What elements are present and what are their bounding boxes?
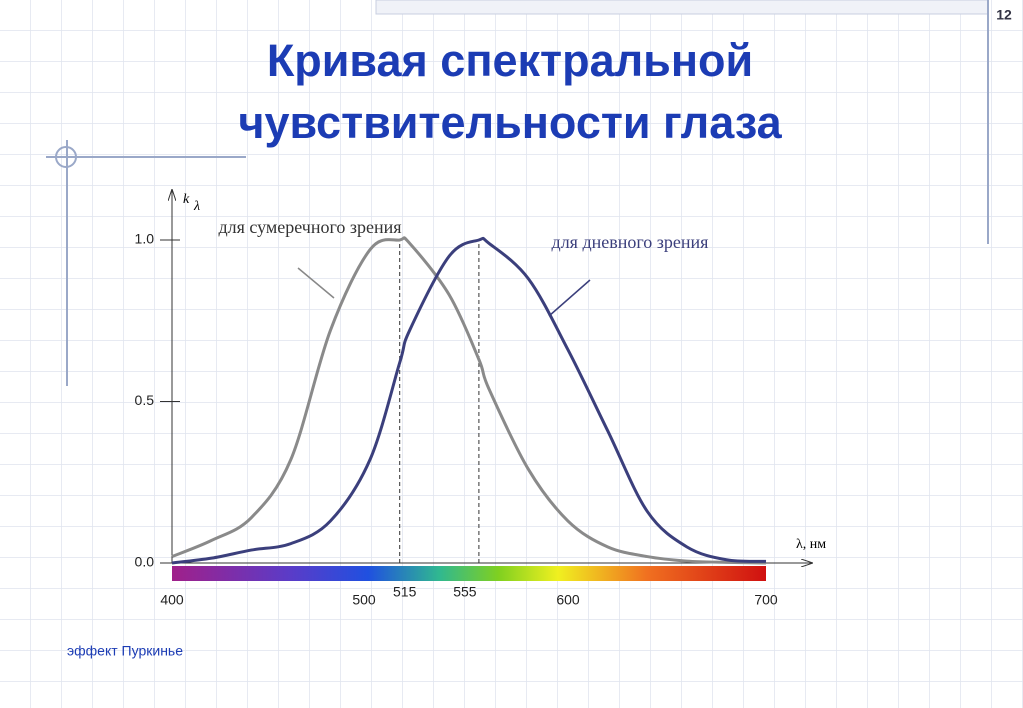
series-line xyxy=(171,236,767,565)
y-tick-label: 0.5 xyxy=(135,392,155,408)
spectrum-bar xyxy=(172,566,766,581)
x-tick-label: 555 xyxy=(453,584,477,600)
x-tick-label: 400 xyxy=(160,592,184,608)
title-line: чувствительности глаза xyxy=(238,97,782,148)
title-line: Кривая спектральной xyxy=(266,35,754,86)
top-band xyxy=(375,0,989,15)
leader-line xyxy=(548,279,591,317)
leader-line xyxy=(297,267,335,299)
y-tick-label: 0.0 xyxy=(135,554,155,570)
x-axis-label: λ, нм xyxy=(796,537,826,552)
y-axis-label: k xyxy=(183,192,190,207)
x-tick-label: 515 xyxy=(393,584,417,600)
series-line xyxy=(171,236,767,565)
page-number: 12 xyxy=(996,7,1012,23)
footer: эффект Пуркинье xyxy=(67,643,183,659)
x-tick-label: 700 xyxy=(754,592,778,608)
x-tick-label: 500 xyxy=(352,592,376,608)
legend-label: для сумеречного зрения xyxy=(218,217,402,237)
y-axis-label-sub: λ xyxy=(193,199,200,214)
x-tick-label: 600 xyxy=(556,592,580,608)
deco-circle xyxy=(55,146,77,168)
legend-label: для дневного зрения xyxy=(551,232,709,252)
y-tick-label: 1.0 xyxy=(135,231,155,247)
